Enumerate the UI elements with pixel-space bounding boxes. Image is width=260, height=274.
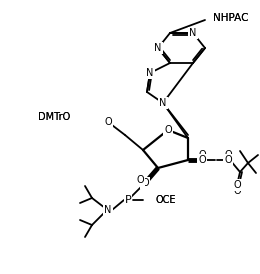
Text: N: N xyxy=(159,98,167,108)
Text: O: O xyxy=(164,125,172,135)
Text: O: O xyxy=(224,155,232,165)
Text: O: O xyxy=(136,175,144,185)
Text: N: N xyxy=(154,43,162,53)
Text: P: P xyxy=(125,195,131,205)
Text: O: O xyxy=(198,155,206,165)
Text: O: O xyxy=(141,178,149,188)
Text: N: N xyxy=(146,68,154,78)
Text: N: N xyxy=(104,205,112,215)
Text: N: N xyxy=(146,68,154,78)
Text: NHPAC: NHPAC xyxy=(213,13,249,23)
Text: N: N xyxy=(189,28,197,38)
Text: DMTrO: DMTrO xyxy=(38,112,70,122)
Text: P: P xyxy=(125,195,131,205)
Text: O: O xyxy=(164,125,172,135)
Text: O: O xyxy=(136,175,144,185)
Text: DMTrO: DMTrO xyxy=(38,112,70,122)
Text: O: O xyxy=(104,117,112,127)
Text: N: N xyxy=(154,43,162,53)
Text: O: O xyxy=(233,186,241,196)
Text: O: O xyxy=(224,150,232,160)
Text: OCE: OCE xyxy=(155,195,176,205)
Text: N: N xyxy=(104,205,112,215)
Text: N: N xyxy=(189,28,197,38)
Text: O: O xyxy=(233,180,241,190)
Text: N: N xyxy=(159,98,167,108)
Text: OCE: OCE xyxy=(155,195,176,205)
Text: NHPAC: NHPAC xyxy=(213,13,249,23)
Text: O: O xyxy=(198,150,206,160)
